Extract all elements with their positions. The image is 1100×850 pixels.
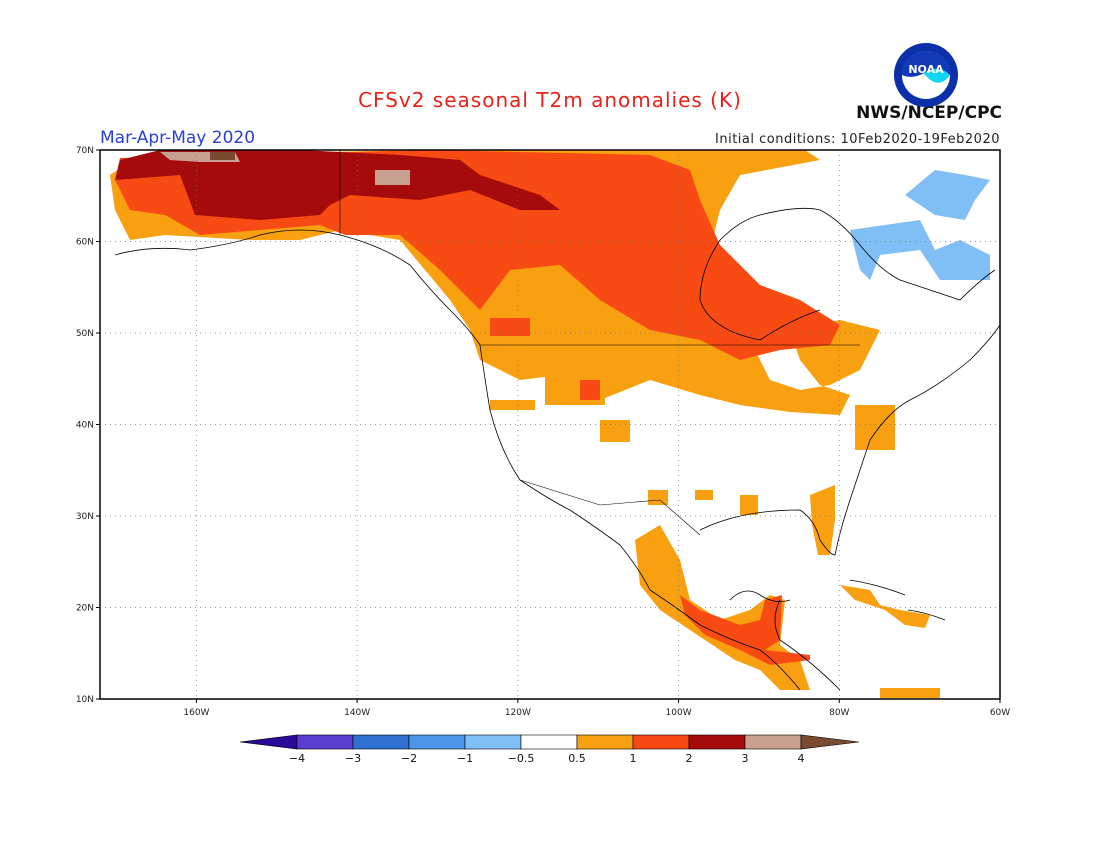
colorbar-segment <box>408 734 466 750</box>
colorbar-arrow-left <box>239 734 298 750</box>
lat-tick-label: 50N <box>76 329 94 339</box>
colorbar-segment <box>352 734 410 750</box>
latitude-ticks: 70N 60N 50N 40N 30N 20N 10N <box>76 146 100 705</box>
colorbar-label: 2 <box>686 752 693 765</box>
lat-tick-label: 30N <box>76 512 94 522</box>
colorbar-label: −2 <box>401 752 417 765</box>
colorbar-label: −3 <box>345 752 361 765</box>
anomaly-region-1k-southeast <box>810 485 835 555</box>
anomaly-patch-sa <box>880 688 940 698</box>
season-label: Mar-Apr-May 2020 <box>100 128 256 148</box>
anomaly-patch-ne <box>855 405 895 450</box>
colorbar-label: −1 <box>457 752 473 765</box>
anomaly-patch-5k <box>210 152 235 160</box>
lon-tick-label: 60W <box>990 708 1010 718</box>
anomaly-region-cool-east <box>850 220 990 280</box>
lat-tick-label: 10N <box>76 695 94 705</box>
initial-conditions-label: Initial conditions: 10Feb2020-19Feb2020 <box>715 132 1000 147</box>
colorbar: −4 −3 −2 −1 −0.5 0.5 1 2 3 4 <box>239 734 860 765</box>
anomaly-patch-4k <box>375 170 410 185</box>
chart-title: CFSv2 seasonal T2m anomalies (K) <box>358 88 742 112</box>
colorbar-label: −0.5 <box>508 752 535 765</box>
lon-tick-label: 80W <box>829 708 849 718</box>
agency-label: NWS/NCEP/CPC <box>856 103 1002 123</box>
lat-tick-label: 40N <box>76 421 94 431</box>
political-borders <box>339 150 860 536</box>
anomaly-region-cool-ne <box>905 170 990 220</box>
anomaly-region-3k-north <box>115 150 560 220</box>
colorbar-label: −4 <box>289 752 305 765</box>
anomaly-region-2k-mexico <box>680 595 810 665</box>
colorbar-label: 0.5 <box>568 752 586 765</box>
lon-tick-label: 160W <box>183 708 209 718</box>
anomaly-patch-wy2 <box>580 380 600 400</box>
colorbar-segment <box>744 734 802 750</box>
colorbar-segment <box>632 734 690 750</box>
colorbar-arrow-right <box>800 734 860 750</box>
anomaly-region-caribbean <box>840 585 930 628</box>
noaa-logo: NOAA <box>894 43 958 107</box>
coastlines <box>114 207 1001 691</box>
colorbar-label: 1 <box>630 752 637 765</box>
anomaly-patch-nv <box>490 400 535 410</box>
anomaly-patch-tx <box>648 490 668 505</box>
colorbar-segment <box>576 734 634 750</box>
lat-tick-label: 70N <box>76 146 94 156</box>
anomaly-patch-tx2 <box>695 490 713 500</box>
colorbar-segment <box>688 734 746 750</box>
colorbar-segment <box>520 734 578 750</box>
lon-tick-label: 120W <box>505 708 531 718</box>
colorbar-label: 4 <box>798 752 805 765</box>
lat-tick-label: 60N <box>76 238 94 248</box>
colorbar-segment <box>464 734 522 750</box>
longitude-ticks: 160W 140W 120W 100W 80W 60W <box>183 699 1010 718</box>
lon-tick-label: 140W <box>344 708 370 718</box>
lat-tick-label: 20N <box>76 604 94 614</box>
anomaly-region-1k-mexico <box>635 525 810 690</box>
anomaly-shading <box>110 150 990 698</box>
lon-tick-label: 100W <box>666 708 692 718</box>
anomaly-patch-wa <box>490 318 530 336</box>
noaa-logo-text: NOAA <box>908 63 944 76</box>
anomaly-patch-co <box>600 420 630 442</box>
colorbar-segment <box>296 734 354 750</box>
anomaly-patch-gulf <box>740 495 758 515</box>
colorbar-label: 3 <box>742 752 749 765</box>
